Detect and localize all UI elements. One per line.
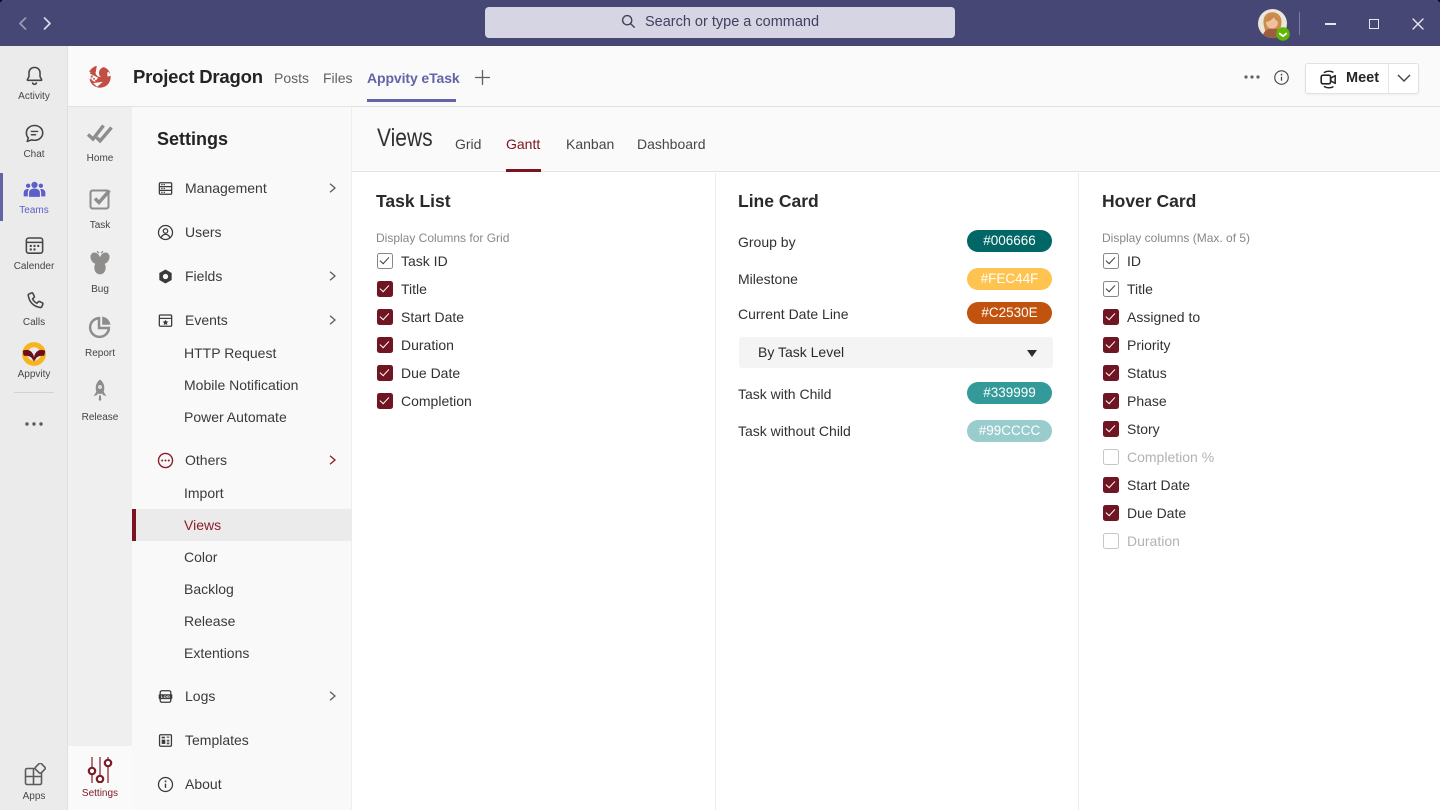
svg-text:LOG: LOG bbox=[161, 694, 170, 699]
